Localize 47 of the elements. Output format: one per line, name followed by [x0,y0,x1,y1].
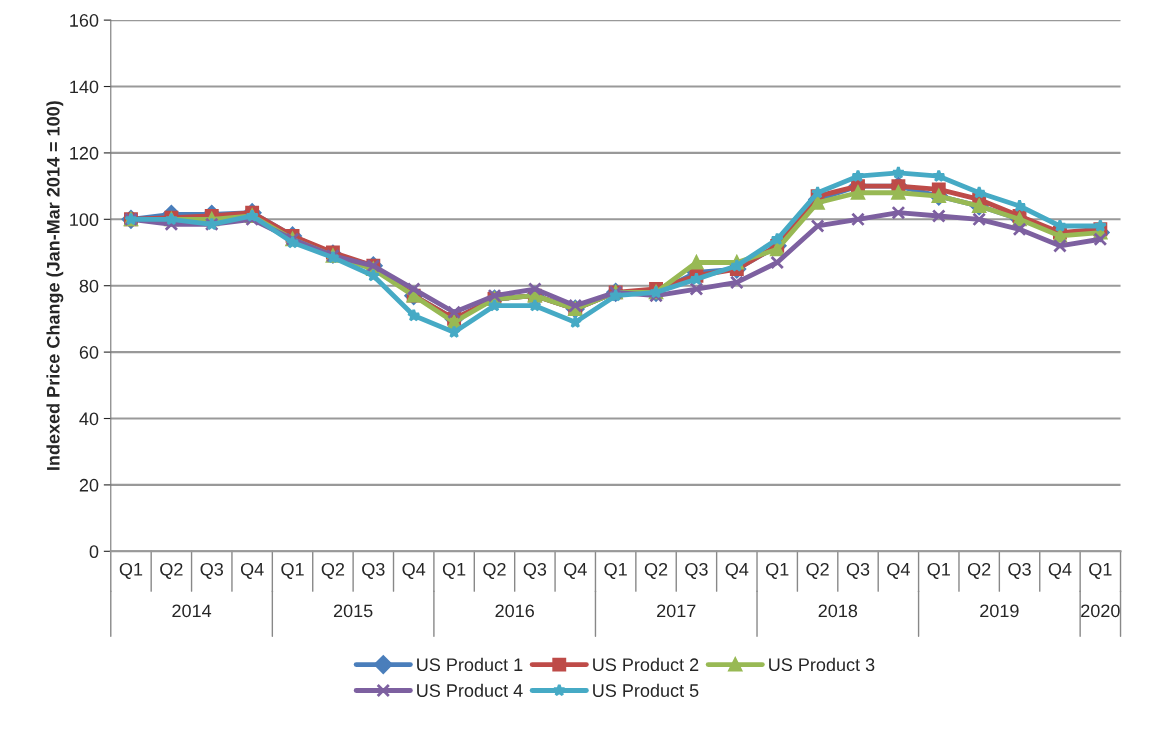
y-tick-label: 120 [70,146,99,160]
text: 2020 [1081,604,1120,618]
x-tick-label: Q4 [564,562,587,579]
x-tick-label: Q3 [1008,562,1031,579]
x-tick-label: Q4 [1048,562,1072,579]
x-tick-label: Q1 [442,562,466,579]
x-tick-label: Q1 [927,562,950,579]
x-tick-label: Q4 [402,562,426,579]
x-tick-label: Q4 [240,562,264,579]
y-tick-label: 20 [79,478,99,492]
text: 2017 [657,604,696,618]
text: 2015 [333,604,373,618]
x-tick-label: Q1 [766,562,789,579]
x-tick-label: Q3 [200,562,224,579]
x-tick-label: Q4 [725,562,749,579]
y-tick-label: 60 [79,346,99,359]
x-tick-label: Q3 [685,562,708,579]
x-tick-label: Q2 [483,562,506,579]
legend-label: US Product 4 [417,683,523,697]
text: 2018 [818,604,858,618]
y-axis-title: Indexed Price Change (Jan-Mar 2014 = 100) [46,101,64,470]
x-tick-label: Q3 [362,562,385,579]
legend-label: US Product 2 [593,657,699,672]
x-tick-label: Q2 [321,562,345,579]
legend-label: US Product 3 [769,657,875,672]
y-tick-label: 80 [79,279,99,293]
x-tick-label: Q3 [523,562,547,579]
y-tick-label: 0 [89,545,99,559]
x-tick-label: Q3 [846,562,870,579]
x-tick-label: Q1 [1089,562,1112,579]
y-tick-label: 160 [70,14,99,27]
y-tick-label: 40 [79,412,99,426]
x-tick-label: Q2 [806,562,829,579]
legend-label: US Product 1 [417,657,523,672]
y-tick-label: 140 [70,80,99,94]
x-tick-label: Q2 [644,562,668,579]
x-tick-label: Q2 [967,562,991,579]
text: 2014 [172,604,212,618]
x-tick-label: Q4 [887,562,910,579]
text: 2019 [980,604,1019,618]
x-tick-label: Q1 [604,562,627,579]
legend-label: US Product 5 [593,683,699,697]
y-tick-label: 100 [70,213,99,227]
x-tick-label: Q1 [281,562,304,579]
text: 2016 [495,604,534,618]
x-tick-label: Q2 [160,562,183,579]
x-tick-label: Q1 [119,562,143,579]
